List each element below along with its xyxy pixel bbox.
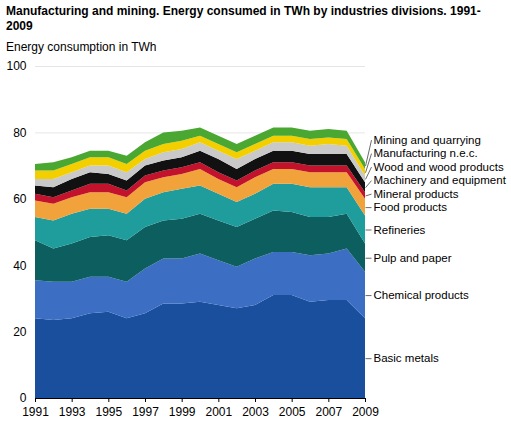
svg-text:Refineries: Refineries (374, 224, 426, 236)
svg-text:2001: 2001 (205, 405, 232, 419)
svg-text:0: 0 (20, 391, 27, 405)
html-text:Manufacturing and mining. Ener: Manufacturing and mining. Energy consume… (6, 4, 481, 33)
svg-text:1997: 1997 (132, 405, 159, 419)
svg-text:1999: 1999 (169, 405, 196, 419)
svg-text:2003: 2003 (242, 405, 269, 419)
svg-text:40: 40 (13, 259, 27, 273)
svg-text:Pulp and paper: Pulp and paper (374, 252, 452, 264)
svg-text:Mineral products: Mineral products (374, 188, 459, 200)
svg-text:Machinery and equipment: Machinery and equipment (374, 174, 507, 186)
svg-text:Manufacturing n.e.c.: Manufacturing n.e.c. (374, 147, 478, 159)
svg-text:Chemical products: Chemical products (374, 289, 469, 301)
svg-text:100: 100 (6, 59, 26, 73)
svg-text:2009: 2009 (352, 405, 379, 419)
svg-text:1993: 1993 (59, 405, 86, 419)
svg-text:Mining and quarrying: Mining and quarrying (374, 134, 481, 146)
svg-text:Basic metals: Basic metals (374, 352, 439, 364)
svg-text:80: 80 (13, 126, 27, 140)
svg-text:20: 20 (13, 325, 27, 339)
svg-text:1991: 1991 (22, 405, 49, 419)
svg-text:2007: 2007 (315, 405, 342, 419)
svg-text:1995: 1995 (95, 405, 122, 419)
svg-text:60: 60 (13, 192, 27, 206)
svg-text:Wood and wood products: Wood and wood products (374, 161, 504, 173)
svg-text:Food products: Food products (374, 201, 448, 213)
svg-text:2005: 2005 (279, 405, 306, 419)
html-text:Energy consumption in TWh: Energy consumption in TWh (6, 40, 157, 54)
